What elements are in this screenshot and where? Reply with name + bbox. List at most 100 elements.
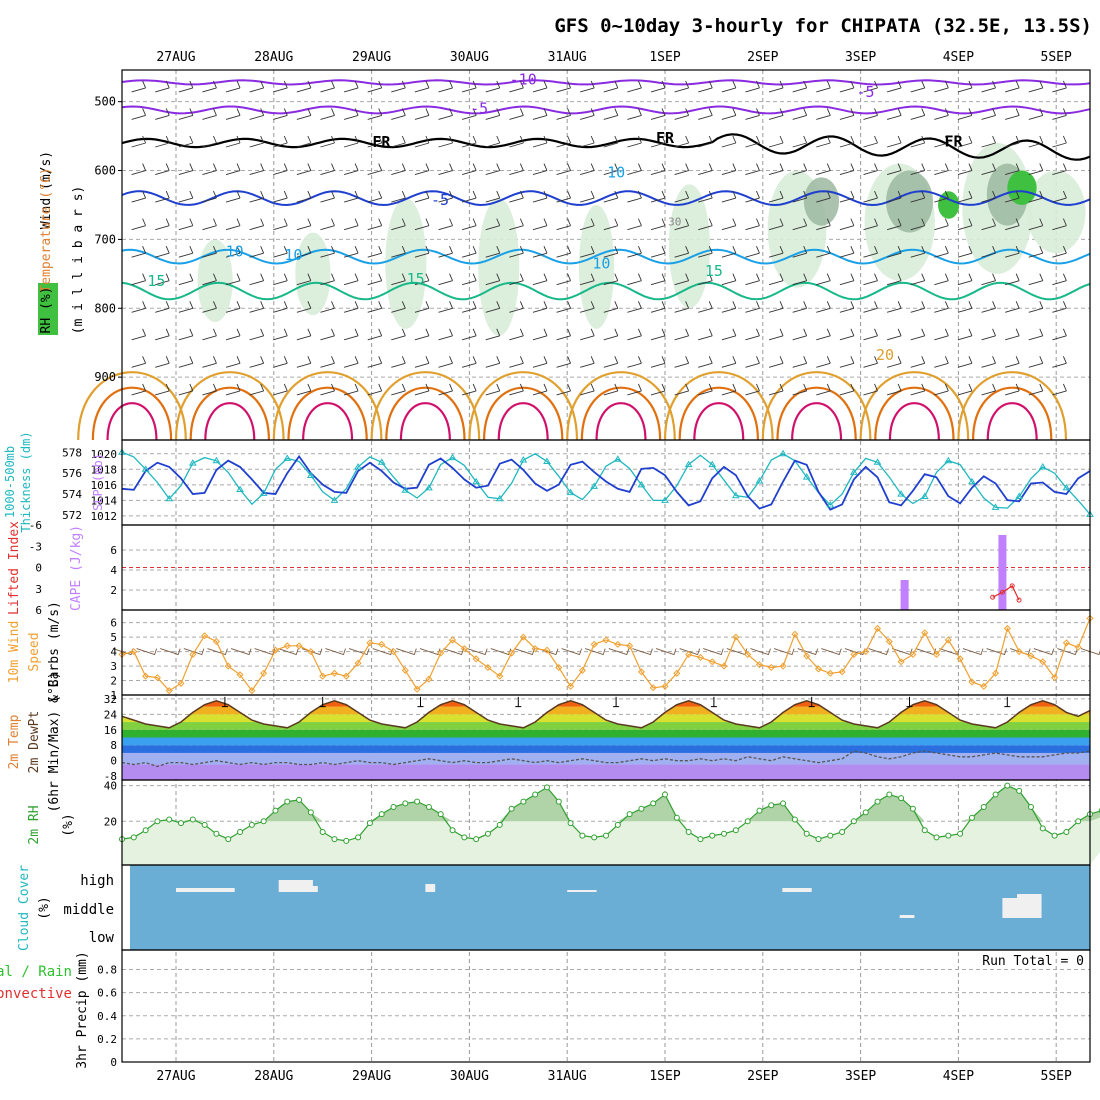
rh-shade-blob [578,204,615,329]
wind-barb [438,273,453,286]
slp-point [330,496,339,503]
wind-barb [155,383,170,396]
wind-barb [698,246,713,258]
wind-barb [698,108,713,120]
wind-barb [343,163,359,175]
cloud-gap [567,890,597,892]
wind-barb [650,190,666,203]
wind-barb [603,135,619,148]
wind10m-point [1086,614,1094,622]
warm-isotherm-arc [971,386,1053,441]
wind-barb [296,80,312,93]
wind-barb [934,190,949,203]
rh-point [721,830,728,837]
temp-max-whisker [1004,696,1011,708]
thickness-tick-label: 574 [62,488,82,501]
wind-barb [768,328,784,341]
ylabel-rh2m: 2m RH [27,805,42,844]
wind-barb [485,135,501,148]
rh-point [237,829,244,835]
wind-barb [1052,328,1067,341]
rh-shade-blob-green [1007,170,1037,205]
wind-barb [532,383,548,396]
wind-barb [367,190,383,203]
wind-barb [273,218,288,231]
slp-point [968,477,976,485]
slp-point [1015,492,1024,499]
wind10m-point [685,650,693,659]
wind-barb [698,218,713,231]
top-date-label: 1SEP [649,50,680,65]
wind-barb [674,273,690,286]
warm-isotherm-arc [302,402,354,441]
rh-point [130,834,137,841]
wind-barb [556,163,571,175]
wind10m-point [897,658,905,666]
rh-point [957,830,964,837]
wind-barb [485,163,501,175]
wind-barb [863,135,878,148]
wind-barb [934,80,949,93]
warm-isotherm-arc [399,402,451,441]
wind-barb [202,190,217,203]
wind-barb [721,190,737,203]
pressure-tick-label: 500 [94,95,116,109]
wind-barb [462,190,477,203]
wind-barb [745,163,760,175]
wind10m-point [1027,652,1035,660]
wind-barb [721,356,737,368]
wind-barb [674,108,690,120]
wind-barb [627,301,642,313]
rh-shade-blob [295,232,331,316]
top-date-label: 29AUG [352,50,391,65]
rh-point [449,827,456,834]
wind-barb [249,356,265,368]
isotherm-label: 15 [407,270,425,288]
rh-shade-blob-dark [886,170,933,233]
wind-barb [768,108,784,120]
wind-barb [957,273,973,286]
ylabel-temp: 2m Temp [7,714,22,769]
wind10m-point [389,648,398,656]
rh-point [189,816,196,823]
warm-isotherm-arc [874,386,955,441]
rh-area-light [122,785,1100,865]
wind-barb [910,108,926,120]
wind10m-point [177,679,185,687]
wind-barb [556,383,571,396]
temp-band [122,764,1090,780]
rh-point [803,830,810,837]
wind10m-point [1074,643,1082,651]
wind-barb [485,218,501,231]
wind-barb [225,163,241,175]
rh-point [862,809,869,816]
wind-barb [343,383,359,396]
wind-barb [886,301,902,313]
slp-point [566,488,575,496]
warm-isotherm-arc [287,386,368,441]
wind-barb [1028,135,1044,148]
rh-point [874,798,881,805]
wind-barb [603,328,619,341]
wind-barb [556,356,571,368]
wind-barb [627,108,642,120]
rh-shade-blob [478,198,520,336]
lifted-index-point [990,594,996,600]
wind-barb [910,135,926,148]
rh-point [650,800,657,807]
cloud-level-label: high [80,873,114,889]
rh-shade-blob [1026,170,1086,254]
wind-barb [981,218,996,231]
wind-barb [249,163,265,175]
wind-barb [934,108,949,120]
wind-barb [580,383,595,396]
wind10m-barb [278,648,299,656]
wind-barb [580,135,595,148]
wind-barb [296,163,312,175]
rh-point [402,800,409,807]
top-date-label: 27AUG [156,50,195,65]
isotherm-label: FR [944,132,963,150]
wind-barb [674,218,690,231]
wind-barb [532,273,548,286]
warm-isotherm-arc [678,386,760,441]
